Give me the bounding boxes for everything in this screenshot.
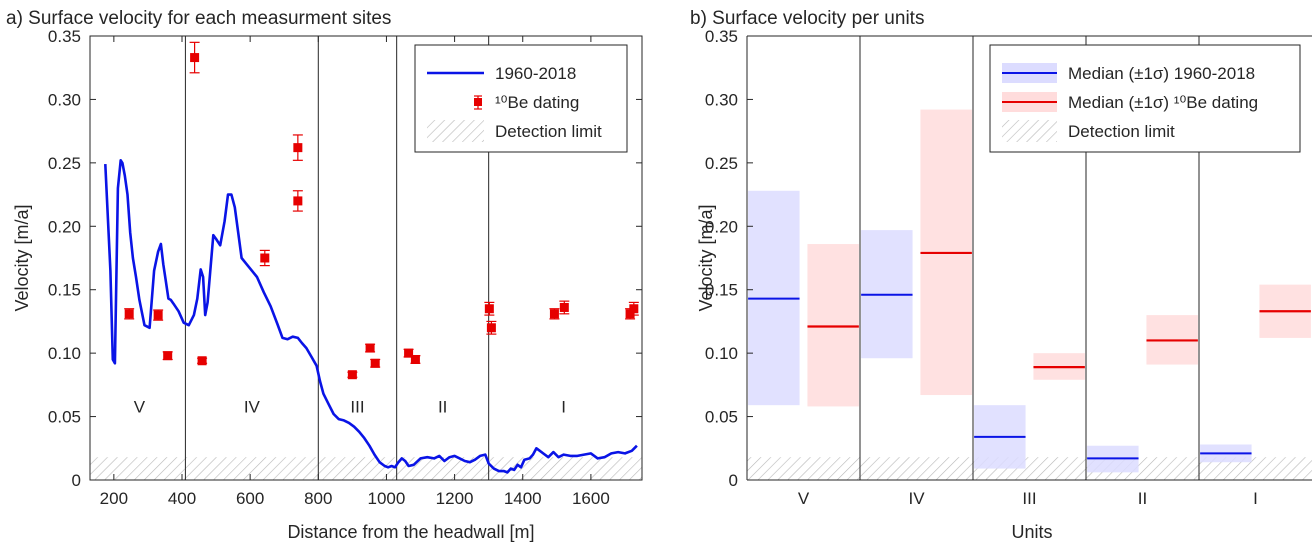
legend-label-detection: Detection limit	[495, 122, 602, 141]
data-marker	[163, 351, 173, 361]
data-marker	[410, 354, 420, 364]
y-tick-label: 0.35	[48, 27, 81, 46]
y-tick-label: 0.10	[705, 344, 738, 363]
be-data-point	[559, 300, 570, 315]
be-data-point	[486, 320, 497, 335]
data-marker	[625, 309, 635, 319]
x-tick-label: II	[1138, 489, 1147, 508]
legend-label-median-be: Median (±1σ) ¹⁰Be dating	[1068, 93, 1258, 112]
data-marker	[486, 323, 496, 333]
y-tick-label: 0.25	[705, 154, 738, 173]
unit-label: III	[350, 397, 364, 416]
be-data-point	[292, 190, 303, 212]
data-marker	[153, 310, 163, 320]
data-marker	[629, 304, 639, 314]
be-data-point	[347, 370, 358, 380]
x-tick-label: 400	[168, 489, 196, 508]
y-tick-label: 0.35	[705, 27, 738, 46]
data-marker	[293, 196, 303, 206]
x-axis-label-a: Distance from the headwall [m]	[287, 522, 534, 542]
y-tick-label: 0.05	[48, 408, 81, 427]
y-tick-label: 0	[72, 471, 81, 490]
y-tick-label: 0.25	[48, 154, 81, 173]
legend-marker-swatch	[474, 98, 482, 106]
x-tick-label: 200	[100, 489, 128, 508]
be-data-point	[549, 308, 560, 320]
data-marker	[365, 343, 375, 353]
series-line-1960-2018	[104, 159, 638, 474]
data-marker	[559, 302, 569, 312]
panel-b-chart: b) Surface velocity per units Units Velo…	[690, 8, 1312, 542]
be-data-point	[162, 351, 173, 361]
y-axis-label-b: Velocity [m/a]	[696, 204, 716, 311]
be-data-point	[259, 249, 270, 267]
detection-limit-area	[747, 457, 1312, 480]
be-data-point	[189, 41, 200, 74]
data-marker	[190, 53, 200, 63]
x-tick-label: 1400	[504, 489, 542, 508]
legend-hatch-swatch-b	[1002, 120, 1057, 142]
y-tick-label: 0.05	[705, 408, 738, 427]
y-tick-label: 0.20	[705, 217, 738, 236]
x-tick-label: 800	[304, 489, 332, 508]
chart-title-a: a) Surface velocity for each measurment …	[6, 8, 391, 29]
data-marker	[197, 356, 207, 366]
x-tick-label: V	[798, 489, 810, 508]
data-marker	[404, 348, 414, 358]
data-marker	[293, 143, 303, 153]
legend-label-line: 1960-2018	[495, 64, 576, 83]
unit-label: IV	[244, 397, 261, 416]
be-data-point	[410, 354, 421, 364]
plot-area-a: V IV III II I00.050.100.150.200.250.300.3520…	[48, 27, 643, 508]
x-tick-label: III	[1022, 489, 1036, 508]
legend-label-detection-b: Detection limit	[1068, 122, 1175, 141]
data-marker	[370, 358, 380, 368]
be-data-point	[370, 358, 381, 368]
legend-b: Median (±1σ) 1960-2018 Median (±1σ) ¹⁰Be…	[989, 44, 1301, 153]
data-marker	[484, 304, 494, 314]
data-marker	[347, 370, 357, 380]
y-tick-label: 0.30	[48, 90, 81, 109]
legend-label-median-velocity: Median (±1σ) 1960-2018	[1068, 64, 1255, 83]
x-tick-label: I	[1253, 489, 1258, 508]
plot-area-b: V IV III II I00.050.100.150.200.250.300.35	[705, 27, 1312, 508]
y-tick-label: 0.20	[48, 217, 81, 236]
be-data-point	[124, 308, 135, 320]
be-data-point	[292, 134, 303, 161]
y-axis-label-a: Velocity [m/a]	[12, 204, 32, 311]
axes-box-a	[89, 35, 643, 481]
legend-hatch-swatch	[427, 120, 484, 142]
x-tick-label: 600	[236, 489, 264, 508]
x-tick-label: 1000	[368, 489, 406, 508]
unit-label: V	[134, 397, 146, 416]
be-data-point	[484, 301, 495, 316]
be-data-point	[197, 356, 208, 366]
y-tick-label: 0.15	[705, 281, 738, 300]
be-data-point	[628, 301, 639, 316]
panel-a-chart: a) Surface velocity for each measurment …	[6, 8, 643, 542]
y-tick-label: 0.10	[48, 344, 81, 363]
data-marker	[124, 309, 134, 319]
unit-label: I	[561, 397, 566, 416]
x-tick-label: 1600	[572, 489, 610, 508]
data-marker	[260, 253, 270, 263]
legend-label-be: ¹⁰Be dating	[495, 93, 579, 112]
detection-limit-area	[90, 457, 642, 480]
chart-title-b: b) Surface velocity per units	[690, 8, 924, 29]
y-tick-label: 0.15	[48, 281, 81, 300]
legend-a: 1960-2018 ¹⁰Be dating Detection limit	[414, 44, 628, 153]
data-marker	[549, 309, 559, 319]
be-data-point	[365, 343, 376, 353]
x-axis-label-b: Units	[1011, 522, 1052, 542]
sigma-band-be	[807, 244, 859, 407]
y-tick-label: 0.30	[705, 90, 738, 109]
unit-label: II	[438, 397, 447, 416]
y-tick-label: 0	[729, 471, 738, 490]
x-tick-label: 1200	[436, 489, 474, 508]
x-tick-label: IV	[908, 489, 925, 508]
be-data-point	[153, 309, 164, 321]
